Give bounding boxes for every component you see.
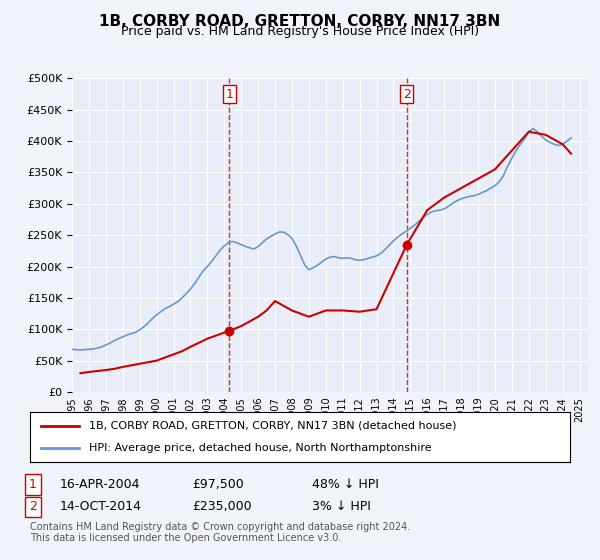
Text: 1B, CORBY ROAD, GRETTON, CORBY, NN17 3BN: 1B, CORBY ROAD, GRETTON, CORBY, NN17 3BN (100, 14, 500, 29)
Text: £235,000: £235,000 (192, 500, 251, 514)
Text: Price paid vs. HM Land Registry's House Price Index (HPI): Price paid vs. HM Land Registry's House … (121, 25, 479, 38)
Text: 2: 2 (403, 88, 411, 101)
Text: 14-OCT-2014: 14-OCT-2014 (60, 500, 142, 514)
Text: 2: 2 (29, 500, 37, 514)
Text: 1: 1 (29, 478, 37, 491)
Text: 16-APR-2004: 16-APR-2004 (60, 478, 140, 491)
Text: 1: 1 (225, 88, 233, 101)
Text: 48% ↓ HPI: 48% ↓ HPI (312, 478, 379, 491)
Text: 3% ↓ HPI: 3% ↓ HPI (312, 500, 371, 514)
Text: HPI: Average price, detached house, North Northamptonshire: HPI: Average price, detached house, Nort… (89, 443, 432, 453)
Text: 1B, CORBY ROAD, GRETTON, CORBY, NN17 3BN (detached house): 1B, CORBY ROAD, GRETTON, CORBY, NN17 3BN… (89, 421, 457, 431)
Text: £97,500: £97,500 (192, 478, 244, 491)
Text: Contains HM Land Registry data © Crown copyright and database right 2024.
This d: Contains HM Land Registry data © Crown c… (30, 521, 410, 543)
